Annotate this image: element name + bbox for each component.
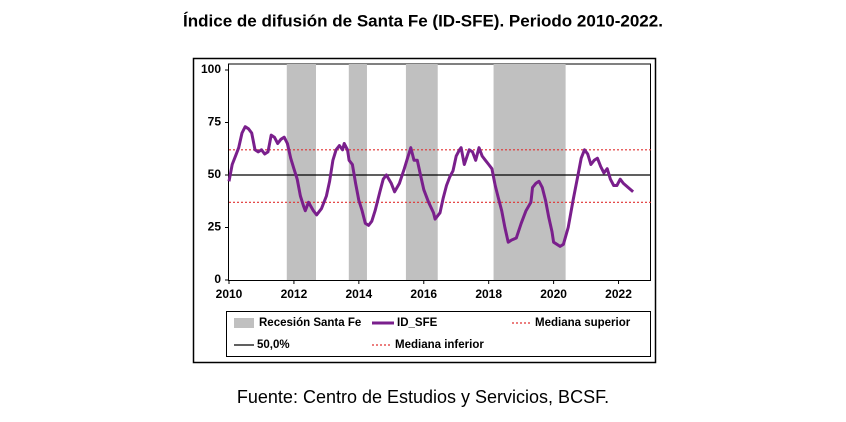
- x-tick-label: 2012: [281, 287, 308, 301]
- chart-title: Índice de difusión de Santa Fe (ID-SFE).…: [183, 11, 663, 30]
- recession-band: [493, 64, 566, 280]
- recession-band: [286, 64, 316, 280]
- x-tick-label: 2016: [410, 287, 437, 301]
- x-tick-label: 2022: [605, 287, 632, 301]
- source-note: Fuente: Centro de Estudios y Servicios, …: [237, 387, 609, 407]
- recession-band: [405, 64, 438, 280]
- x-tick-label: 2018: [475, 287, 502, 301]
- legend-label: Mediana superior: [535, 317, 631, 329]
- legend-label: Mediana inferior: [395, 339, 484, 351]
- data-line: [227, 125, 635, 248]
- x-tick-label: 2010: [216, 287, 243, 301]
- legend-label: 50,0%: [257, 339, 290, 351]
- y-tick-label: 100: [201, 62, 221, 76]
- legend-label: ID_SFE: [397, 317, 438, 329]
- y-tick-label: 25: [208, 220, 222, 234]
- x-tick-label: 2014: [345, 287, 372, 301]
- y-tick-label: 0: [214, 272, 221, 286]
- y-tick-label: 50: [208, 167, 222, 181]
- legend-swatch: [234, 318, 254, 328]
- legend-label: Recesión Santa Fe: [259, 317, 361, 329]
- y-tick-label: 75: [208, 115, 222, 129]
- legend-box: [226, 311, 651, 357]
- x-tick-label: 2020: [540, 287, 567, 301]
- recession-band: [348, 64, 367, 280]
